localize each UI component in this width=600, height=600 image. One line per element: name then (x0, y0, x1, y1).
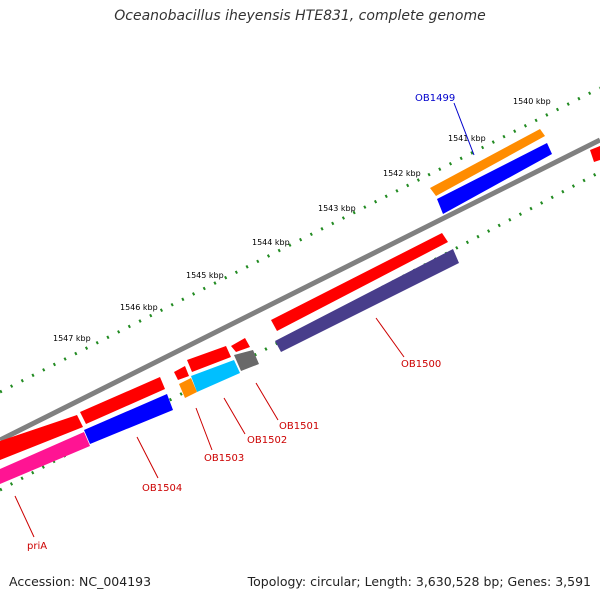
gene-label-ob1501[interactable]: OB1501 (279, 421, 319, 432)
leader-pria (14, 495, 35, 538)
gene-arrow-ob1501[interactable] (231, 338, 250, 352)
scale-label: 1545 kbp (186, 271, 224, 280)
outer-tick-ring (0, 86, 600, 394)
leader-ob1499 (453, 102, 475, 156)
gene-label-pria[interactable]: priA (27, 541, 47, 552)
gene-arrow-ob1503[interactable] (174, 366, 189, 380)
scale-label: 1543 kbp (318, 204, 356, 213)
genome-backbone (0, 137, 600, 443)
forward-features (0, 129, 600, 460)
scale-labels: 1540 kbp 1541 kbp 1542 kbp 1543 kbp 1544… (53, 97, 551, 343)
gene-label-ob1504[interactable]: OB1504 (142, 483, 182, 494)
cds-bar-ob1503[interactable] (179, 378, 197, 398)
label-leaders (14, 102, 475, 538)
leader-ob1502 (223, 397, 246, 435)
gene-labels: OB1499 OB1500 OB1501 OB1502 OB1503 OB150… (27, 93, 455, 552)
gene-label-ob1503[interactable]: OB1503 (204, 453, 244, 464)
genome-summary: Topology: circular; Length: 3,630,528 bp… (247, 574, 591, 589)
cds-bar-ob1500[interactable] (275, 249, 459, 352)
gene-arrow-partial[interactable] (590, 146, 600, 162)
leader-ob1504 (136, 436, 159, 479)
leader-ob1500 (375, 317, 405, 358)
inner-tick-ring (0, 170, 600, 492)
gene-arrow-pria[interactable] (0, 415, 83, 460)
gene-label-ob1500[interactable]: OB1500 (401, 359, 441, 370)
gene-arrow-ob1504[interactable] (80, 377, 165, 424)
cds-features (0, 143, 552, 484)
tick-rings (0, 86, 600, 492)
gene-arrow-ob1500[interactable] (271, 233, 448, 331)
map-title: Oceanobacillus iheyensis HTE831, complet… (114, 8, 486, 24)
scale-label: 1540 kbp (513, 97, 551, 106)
gene-arrow-ob1499[interactable] (430, 129, 545, 196)
gene-label-ob1499[interactable]: OB1499 (415, 93, 455, 104)
cds-bar-ob1499[interactable] (437, 143, 552, 214)
cds-bar-ob1504[interactable] (84, 394, 173, 444)
cds-bar-ob1501[interactable] (234, 350, 259, 371)
cds-bar-pria[interactable] (0, 432, 90, 484)
leader-ob1501 (255, 382, 279, 421)
gene-label-ob1502[interactable]: OB1502 (247, 435, 287, 446)
leader-ob1503 (195, 407, 213, 451)
scale-label: 1542 kbp (383, 169, 421, 178)
scale-label: 1547 kbp (53, 334, 91, 343)
accession-label: Accession: NC_004193 (9, 574, 152, 589)
scale-label: 1546 kbp (120, 303, 158, 312)
gene-arrow-ob1502[interactable] (187, 346, 231, 372)
scale-label: 1541 kbp (448, 134, 486, 143)
scale-label: 1544 kbp (252, 238, 290, 247)
cds-bar-ob1502[interactable] (191, 360, 240, 392)
